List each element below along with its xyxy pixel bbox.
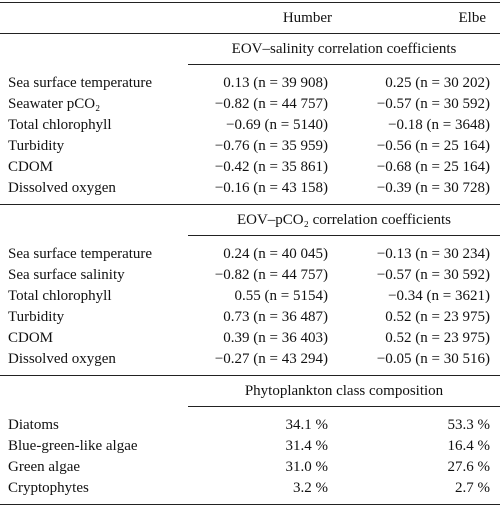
rule — [188, 235, 500, 236]
rule — [0, 204, 500, 205]
row-label: Blue-green-like algae — [8, 438, 138, 454]
cell: −0.27 (n = 43 294) — [214, 351, 328, 367]
cell: 0.52 (n = 23 975) — [385, 309, 490, 325]
cell: 3.2 % — [293, 480, 328, 496]
cell: 0.13 (n = 39 908) — [223, 75, 328, 91]
row-label: Seawater pCO₂ — [8, 96, 101, 112]
rule — [0, 2, 500, 3]
cell: −0.57 (n = 30 592) — [376, 96, 490, 112]
cell: −0.16 (n = 43 158) — [214, 180, 328, 196]
cell: −0.56 (n = 25 164) — [376, 138, 490, 154]
row-label: CDOM — [8, 330, 54, 346]
row-label: CDOM — [8, 159, 54, 175]
row-label: Green algae — [8, 459, 81, 475]
section-title: EOV–pCO₂ correlation coefficients — [236, 212, 452, 228]
cell: −0.57 (n = 30 592) — [376, 267, 490, 283]
rule — [0, 504, 500, 505]
row-label: Turbidity — [8, 138, 65, 154]
cell: −0.82 (n = 44 757) — [214, 267, 328, 283]
cell: 0.52 (n = 23 975) — [385, 330, 490, 346]
column-header: Elbe — [458, 10, 487, 26]
rule — [188, 64, 500, 65]
cell: −0.69 (n = 5140) — [226, 117, 328, 133]
row-label: Sea surface temperature — [8, 75, 153, 91]
cell: 27.6 % — [447, 459, 491, 475]
cell: −0.18 (n = 3648) — [388, 117, 490, 133]
cell: 53.3 % — [447, 417, 491, 433]
cell: −0.05 (n = 30 516) — [376, 351, 490, 367]
row-label: Dissolved oxygen — [8, 351, 116, 367]
cell: −0.34 (n = 3621) — [388, 288, 490, 304]
rule — [0, 375, 500, 376]
cell: 0.55 (n = 5154) — [234, 288, 328, 304]
cell: 34.1 % — [285, 417, 329, 433]
row-label: Total chlorophyll — [8, 288, 112, 304]
row-label: Diatoms — [8, 417, 59, 433]
cell: −0.82 (n = 44 757) — [214, 96, 328, 112]
cell: 0.24 (n = 40 045) — [223, 246, 328, 262]
rule — [0, 33, 500, 34]
cell: −0.42 (n = 35 861) — [214, 159, 328, 175]
section-title: EOV–salinity correlation coefficients — [231, 41, 457, 57]
cell: −0.13 (n = 30 234) — [376, 246, 490, 262]
column-header: Humber — [282, 10, 332, 26]
row-label: Turbidity — [8, 309, 65, 325]
row-label: Total chlorophyll — [8, 117, 112, 133]
cell: 16.4 % — [447, 438, 491, 454]
cell: −0.76 (n = 35 959) — [214, 138, 328, 154]
row-label: Sea surface temperature — [8, 246, 153, 262]
cell: 2.7 % — [455, 480, 490, 496]
cell: 31.0 % — [285, 459, 329, 475]
cell: 0.39 (n = 36 403) — [223, 330, 328, 346]
section-title: Phytoplankton class composition — [244, 383, 444, 399]
row-label: Cryptophytes — [8, 480, 89, 496]
cell: 0.25 (n = 30 202) — [385, 75, 490, 91]
cell: 0.73 (n = 36 487) — [223, 309, 328, 325]
rule — [188, 406, 500, 407]
cell: 31.4 % — [285, 438, 329, 454]
row-label: Dissolved oxygen — [8, 180, 116, 196]
cell: −0.39 (n = 30 728) — [376, 180, 490, 196]
row-label: Sea surface salinity — [8, 267, 125, 283]
cell: −0.68 (n = 25 164) — [376, 159, 490, 175]
